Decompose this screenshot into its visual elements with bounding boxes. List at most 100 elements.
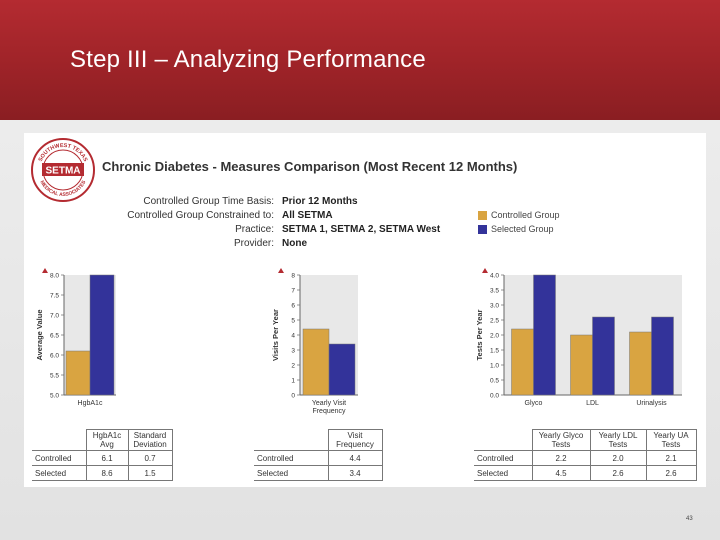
y-tick-label: 8	[291, 273, 295, 280]
y-tick-label: 4	[291, 333, 295, 340]
info-label-practice: Practice:	[235, 224, 274, 235]
y-tick-label: 3.0	[490, 303, 499, 310]
table-cell: 6.1	[85, 450, 129, 466]
y-tick-label: 0.0	[490, 393, 499, 400]
table-header-row: Yearly Glyco Tests Yearly LDL Tests Yearly…	[474, 429, 697, 451]
report-title: Chronic Diabetes - Measures Comparison (…	[102, 159, 518, 174]
y-tick-label: 4.0	[490, 273, 499, 280]
visit-frequency-chart: 0 1 2 3 4 5 6 7 8 Visits Per Year Yearly Visit Freq…	[271, 268, 358, 415]
legend-label-selected: Selected Group	[491, 224, 554, 234]
row-label: Selected	[474, 465, 533, 481]
table-cell: 2.6	[645, 465, 697, 481]
y-tick-label: 2	[291, 363, 295, 370]
bar-controlled	[629, 331, 652, 396]
y-tick-label: 6.0	[50, 353, 59, 360]
table-cell: 0.7	[127, 450, 173, 466]
y-tick-label: 1.0	[490, 363, 499, 370]
y-tick-label: 8.0	[50, 273, 59, 280]
table-cell: 2.2	[531, 450, 591, 466]
svg-text:SETMA: SETMA	[46, 166, 81, 177]
bar-selected	[651, 316, 674, 396]
table-cell: 8.6	[85, 465, 129, 481]
table-cell: 4.4	[327, 450, 383, 466]
table-row: Selected 3.4	[254, 465, 383, 481]
table-cell: 2.0	[589, 450, 647, 466]
y-tick-label: 2.5	[490, 318, 499, 325]
y-axis-label: Visits Per Year	[271, 309, 280, 361]
bar-selected	[89, 274, 115, 396]
info-value-time-basis: Prior 12 Months	[282, 196, 358, 207]
y-tick-label: 1.5	[490, 348, 499, 355]
table-header: HgbA1c Avg	[85, 429, 129, 451]
visit-frequency-table: Visit Frequency Controlled 4.4 Selected 3…	[254, 429, 383, 481]
row-label: Selected	[254, 465, 329, 481]
table-header: Yearly Glyco Tests	[531, 429, 591, 451]
info-value-provider: None	[282, 238, 307, 249]
y-axis-label: Tests Per Year	[475, 309, 484, 360]
info-value-practice: SETMA 1, SETMA 2, SETMA West	[282, 224, 441, 235]
table-cell: 4.5	[531, 465, 591, 481]
bar-selected	[533, 274, 556, 396]
table-header-row: Visit Frequency	[254, 429, 383, 451]
y-tick-label: 5.5	[50, 373, 59, 380]
row-label: Controlled	[254, 450, 329, 466]
table-header: Standard Deviation	[127, 429, 173, 451]
y-tick-label: 3.5	[490, 288, 499, 295]
bar-controlled	[570, 334, 593, 396]
row-label: Controlled	[32, 450, 87, 466]
legend-swatch-controlled	[478, 211, 487, 220]
legend-label-controlled: Controlled Group	[491, 210, 560, 220]
table-row: Controlled 2.2 2.0 2.1	[474, 450, 697, 466]
bar-selected	[328, 343, 356, 396]
table-row: Controlled 6.1 0.7	[32, 450, 173, 466]
alert-triangle-icon	[482, 268, 488, 273]
table-cell: 2.6	[589, 465, 647, 481]
y-tick-label: 7.5	[50, 293, 59, 300]
bar-controlled	[511, 328, 534, 396]
yearly-tests-chart: 0.0 0.5 1.0 1.5 2.0 2.5 3.0 3.5 4.0 Tests Per Yea…	[475, 268, 682, 407]
legend-swatch-selected	[478, 225, 487, 234]
bar-controlled	[302, 328, 330, 396]
bar-selected	[592, 316, 615, 396]
table-row: Selected 4.5 2.6 2.6	[474, 465, 697, 481]
bar-controlled	[65, 350, 91, 396]
y-tick-label: 7.0	[50, 313, 59, 320]
table-cell: 3.4	[327, 465, 383, 481]
y-tick-label: 0	[291, 393, 295, 400]
row-label: Selected	[32, 465, 87, 481]
report-panel: SOUTHWEST TEXAS MEDICAL ASSOCIATES SETMA…	[24, 133, 706, 487]
y-tick-label: 1	[291, 378, 295, 385]
y-axis-label: Average Value	[35, 309, 44, 360]
y-tick-label: 5	[291, 318, 295, 325]
x-category-label: HgbA1c	[78, 400, 103, 407]
table-cell: 1.5	[127, 465, 173, 481]
x-category-label: Yearly Visit Frequency	[312, 400, 346, 415]
table-header: Yearly LDL Tests	[589, 429, 647, 451]
table-cell: 2.1	[645, 450, 697, 466]
table-row: Controlled 4.4	[254, 450, 383, 466]
table-header: Visit Frequency	[327, 429, 383, 451]
alert-triangle-icon	[278, 268, 284, 273]
table-header-row: HgbA1c Avg Standard Deviation	[32, 429, 173, 451]
setma-logo: SOUTHWEST TEXAS MEDICAL ASSOCIATES SETMA	[31, 138, 95, 202]
table-header: Yearly UA Tests	[645, 429, 697, 451]
y-tick-label: 7	[291, 288, 295, 295]
info-label-time-basis: Controlled Group Time Basis:	[143, 196, 274, 207]
info-label-constrained: Controlled Group Constrained to:	[127, 210, 274, 221]
y-tick-label: 0.5	[490, 378, 499, 385]
y-tick-label: 6.5	[50, 333, 59, 340]
title-banner: Step III – Analyzing Performance	[0, 0, 720, 120]
x-category-label: LDL	[586, 400, 599, 407]
y-tick-label: 2.0	[490, 333, 499, 340]
hgba1c-table: HgbA1c Avg Standard Deviation Controlled 6…	[32, 429, 173, 481]
y-tick-label: 5.0	[50, 393, 59, 400]
y-tick-label: 3	[291, 348, 295, 355]
slide-title: Step III – Analyzing Performance	[70, 46, 426, 73]
hgba1c-chart: 5.0 5.5 6.0 6.5 7.0 7.5 8.0 Average Value HgbA1c	[35, 268, 116, 407]
x-category-label: Glyco	[525, 400, 543, 407]
info-value-constrained: All SETMA	[282, 210, 333, 221]
table-row: Selected 8.6 1.5	[32, 465, 173, 481]
info-label-provider: Provider:	[233, 238, 274, 249]
page-number: 43	[686, 516, 693, 522]
row-label: Controlled	[474, 450, 533, 466]
